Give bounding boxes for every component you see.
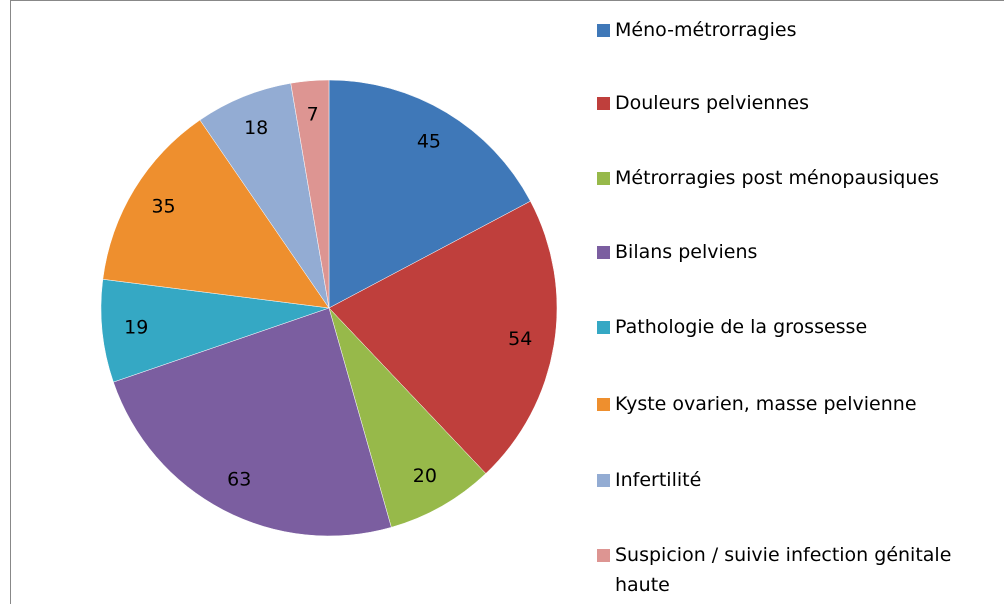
chart-frame <box>10 0 1004 604</box>
legend-swatch <box>597 172 610 185</box>
pie-slice <box>290 79 330 309</box>
legend-item: Bilans pelviens <box>597 237 997 267</box>
legend-label: Bilans pelviens <box>615 241 758 263</box>
legend-item: Métrorragies post ménopausiques <box>597 163 997 193</box>
legend-label: Infertilité <box>615 469 702 491</box>
legend-swatch <box>597 398 610 411</box>
data-label: 7 <box>307 103 319 125</box>
legend-item: Kyste ovarien, masse pelvienne <box>597 389 997 419</box>
data-label: 45 <box>417 130 441 152</box>
data-label: 19 <box>124 316 148 338</box>
legend-label: Kyste ovarien, masse pelvienne <box>615 393 917 415</box>
data-label: 20 <box>413 465 437 487</box>
legend-swatch <box>597 246 610 259</box>
legend-item: Douleurs pelviennes <box>597 88 997 118</box>
legend-item: Suspicion / suivie infection génitale ha… <box>597 540 997 600</box>
pie-slice <box>102 119 330 309</box>
legend-label: Douleurs pelviennes <box>615 92 809 114</box>
legend-label: Pathologie de la grossesse <box>615 316 868 338</box>
legend-label: Suspicion / suivie infection génitale ha… <box>615 544 952 596</box>
legend-item: Méno-métrorragies <box>597 15 997 45</box>
data-label: 54 <box>508 328 532 350</box>
pie-slice <box>113 307 392 537</box>
legend-swatch <box>597 97 610 110</box>
data-label: 18 <box>244 117 268 139</box>
legend-swatch <box>597 321 610 334</box>
pie-slice <box>100 278 330 383</box>
legend-item: Infertilité <box>597 465 997 495</box>
data-label: 35 <box>151 196 175 218</box>
data-label: 63 <box>227 468 251 490</box>
pie-slice <box>328 79 531 309</box>
legend-label: Méno-métrorragies <box>615 19 797 41</box>
legend-swatch <box>597 474 610 487</box>
pie-slice <box>328 200 558 474</box>
legend-item: Pathologie de la grossesse <box>597 312 997 342</box>
legend-swatch <box>597 24 610 37</box>
pie-slice <box>328 307 487 528</box>
legend-swatch <box>597 549 610 562</box>
legend-label: Métrorragies post ménopausiques <box>615 167 940 189</box>
